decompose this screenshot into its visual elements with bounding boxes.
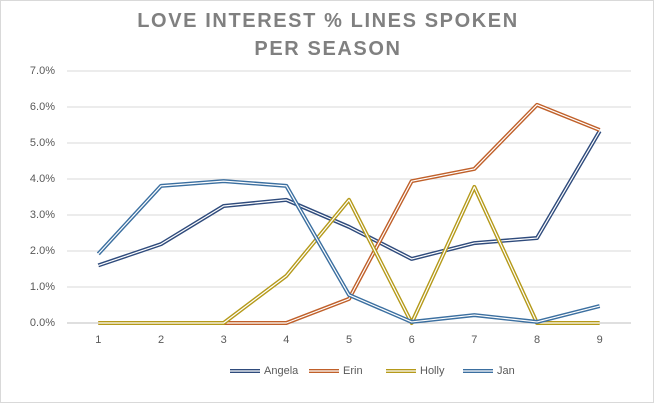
legend-label: Erin: [343, 365, 363, 377]
y-tick-label: 4.0%: [30, 173, 55, 185]
series-line-inner: [98, 186, 600, 324]
chart-title: LOVE INTEREST % LINES SPOKEN PER SEASON: [137, 10, 519, 60]
x-tick-label: 6: [409, 334, 415, 346]
legend-label: Holly: [420, 365, 445, 377]
x-tick-label: 9: [597, 334, 603, 346]
x-tick-label: 8: [534, 334, 540, 346]
series-line: [98, 102, 601, 325]
legend-label: Jan: [497, 365, 515, 377]
legend-label: Angela: [264, 365, 299, 377]
y-tick-label: 7.0%: [30, 65, 55, 77]
y-tick-label: 3.0%: [30, 209, 55, 221]
series-line: [98, 184, 600, 325]
series-line-inner: [98, 104, 600, 324]
x-tick-label: 2: [158, 334, 164, 346]
series-line-inner: [97, 180, 600, 323]
y-tick-label: 0.0%: [30, 317, 55, 329]
x-tick-label: 7: [471, 334, 477, 346]
series-line-inner: [98, 130, 601, 266]
x-tick-label: 1: [95, 334, 101, 346]
y-tick-label: 1.0%: [30, 281, 55, 293]
y-tick-label: 6.0%: [30, 101, 55, 113]
x-tick-label: 3: [221, 334, 227, 346]
y-tick-label: 5.0%: [30, 137, 55, 149]
x-tick-label: 4: [283, 334, 289, 346]
x-tick-label: 5: [346, 334, 352, 346]
y-tick-label: 2.0%: [30, 245, 55, 257]
